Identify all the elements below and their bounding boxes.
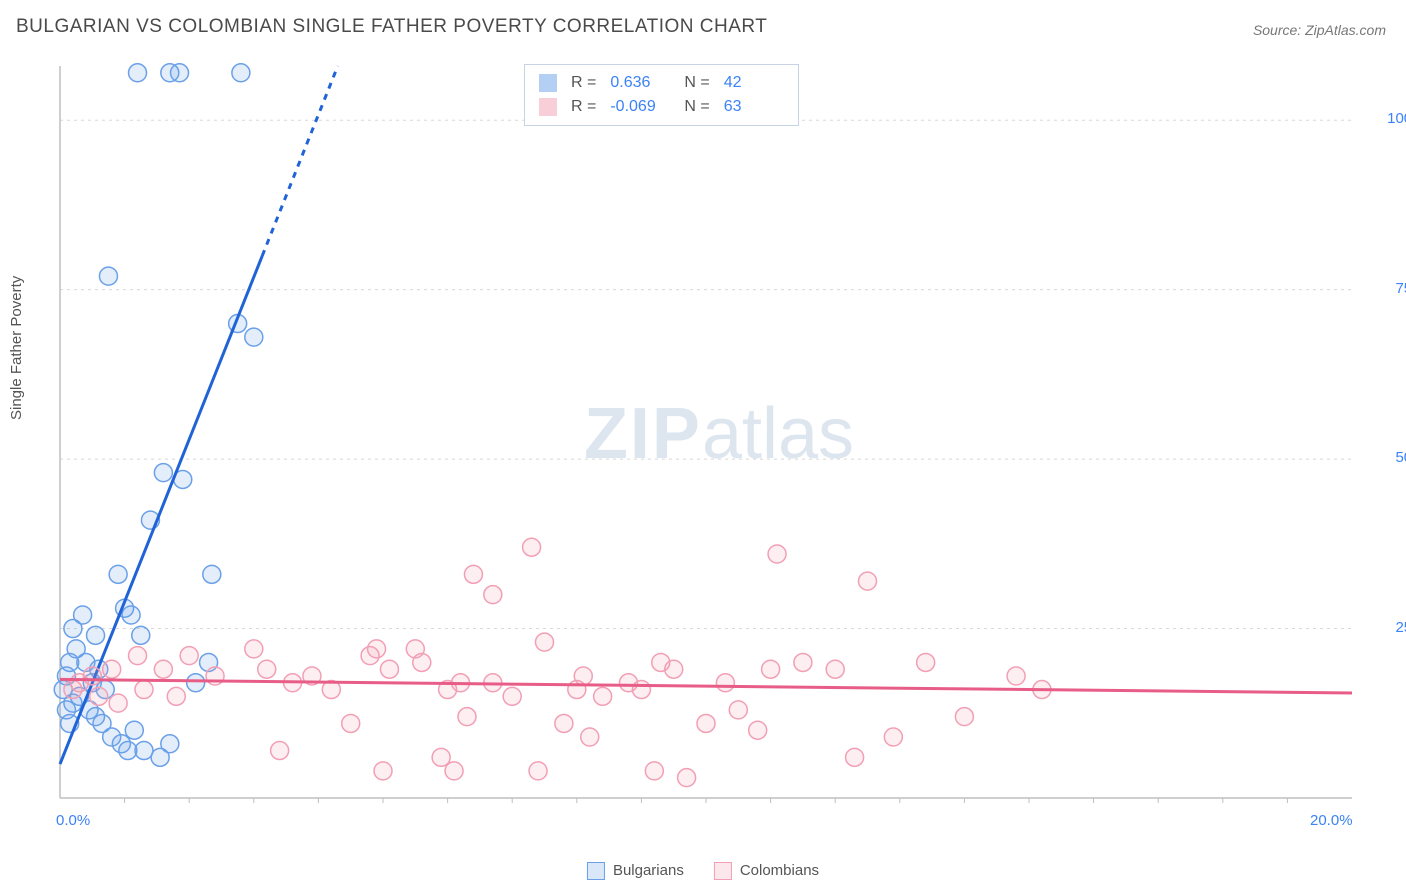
stat-r-label: R =	[571, 95, 596, 119]
legend-label: Colombians	[740, 862, 819, 879]
legend-item: Bulgarians	[587, 862, 684, 880]
stat-r-value: 0.636	[610, 71, 670, 95]
y-tick-label: 50.0%	[1358, 449, 1406, 466]
stat-row: R = 0.636 N = 42	[539, 71, 784, 95]
correlation-stats-box: R = 0.636 N = 42 R = -0.069 N = 63	[524, 64, 799, 126]
stat-swatch	[539, 98, 557, 116]
y-tick-label: 75.0%	[1358, 280, 1406, 297]
stat-n-value: 42	[724, 71, 784, 95]
legend-swatch	[587, 862, 605, 880]
x-tick-label: 20.0%	[1310, 812, 1353, 829]
source-attribution: Source: ZipAtlas.com	[1253, 22, 1386, 38]
stat-n-label: N =	[684, 95, 709, 119]
x-tick-label: 0.0%	[56, 812, 90, 829]
legend-swatch	[714, 862, 732, 880]
y-tick-label: 25.0%	[1358, 619, 1406, 636]
scatter-svg	[52, 58, 1386, 826]
stat-n-label: N =	[684, 71, 709, 95]
chart-root: BULGARIAN VS COLOMBIAN SINGLE FATHER POV…	[0, 0, 1406, 892]
chart-title: BULGARIAN VS COLOMBIAN SINGLE FATHER POV…	[16, 16, 767, 38]
y-tick-label: 100.0%	[1358, 110, 1406, 127]
legend-bottom: Bulgarians Colombians	[587, 862, 819, 880]
stat-n-value: 63	[724, 95, 784, 119]
stat-r-value: -0.069	[610, 95, 670, 119]
legend-label: Bulgarians	[613, 862, 684, 879]
stat-row: R = -0.069 N = 63	[539, 95, 784, 119]
stat-r-label: R =	[571, 71, 596, 95]
stat-swatch	[539, 74, 557, 92]
y-axis-label: Single Father Poverty	[8, 276, 25, 420]
legend-item: Colombians	[714, 862, 819, 880]
plot-area: ZIPatlas	[52, 58, 1386, 826]
